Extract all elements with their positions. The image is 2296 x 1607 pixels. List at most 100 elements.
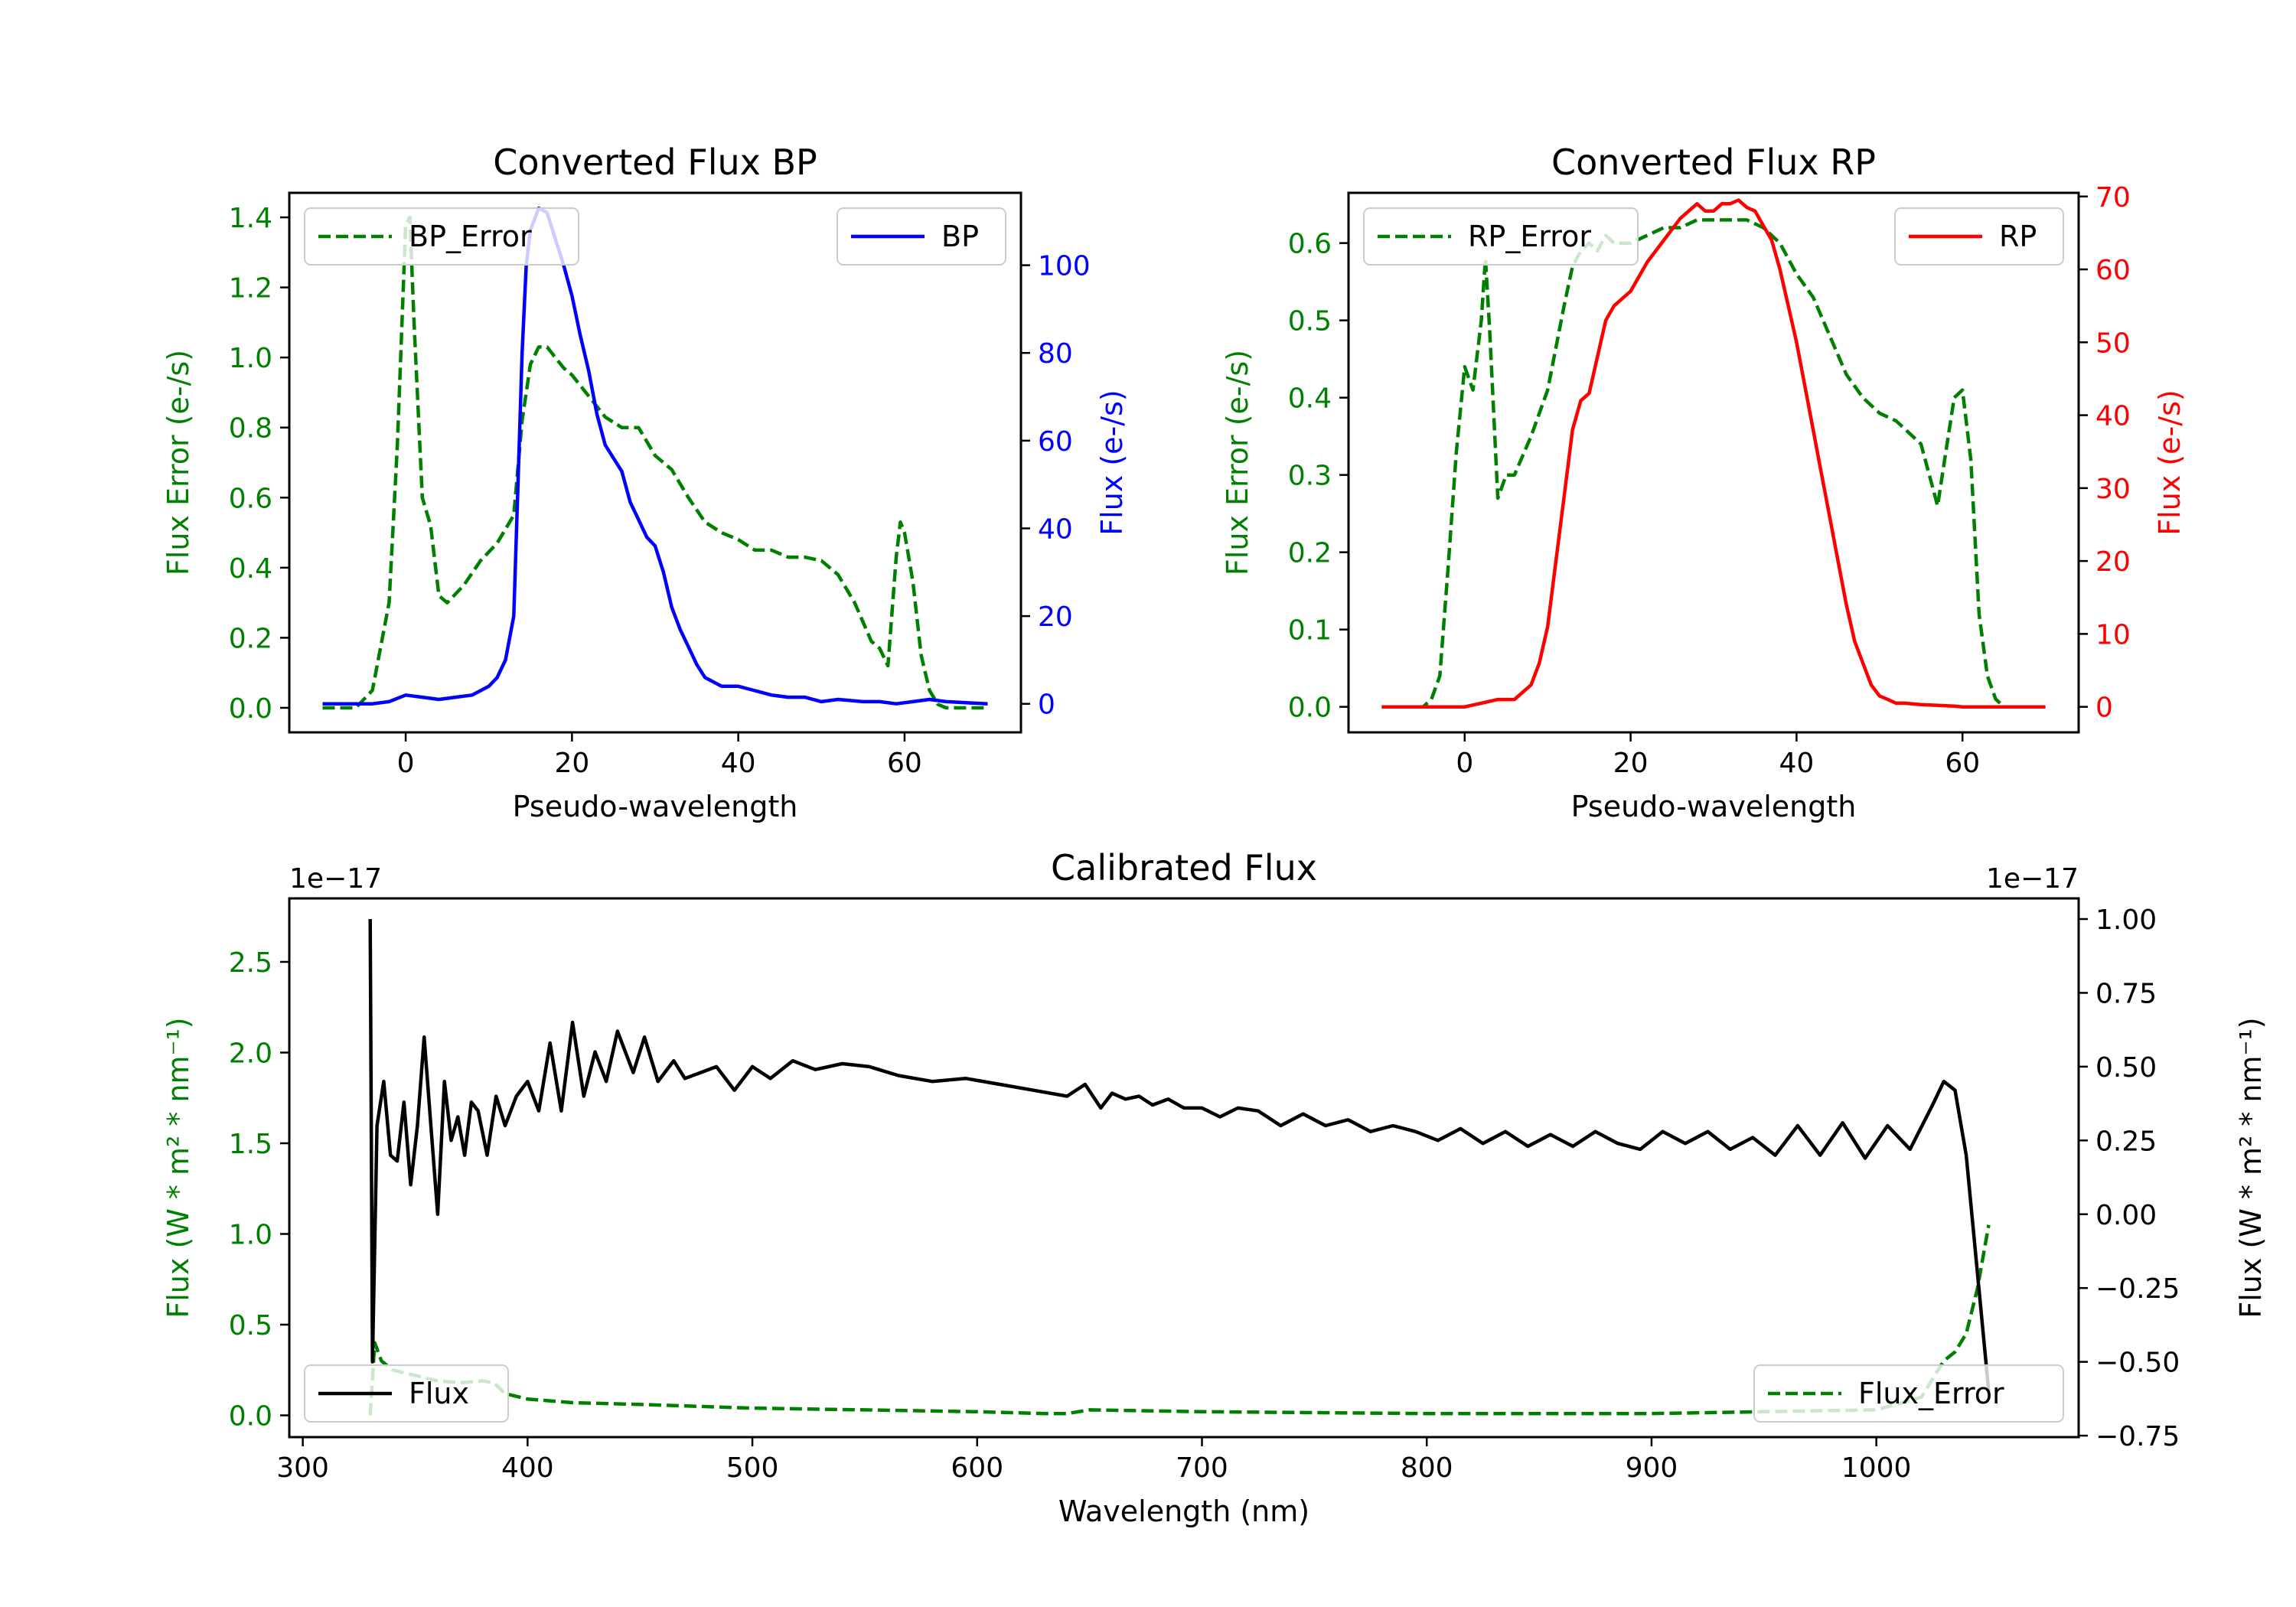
y-left-tick-label: 0.4 bbox=[229, 553, 272, 585]
y-right-tick-label: 70 bbox=[2095, 182, 2131, 214]
y-left-tick-label: 0.4 bbox=[1288, 383, 1332, 415]
legend-label: Flux bbox=[409, 1377, 469, 1410]
y-right-tick-label: 100 bbox=[1038, 251, 1091, 282]
y-right-tick-label: 40 bbox=[1038, 513, 1073, 545]
y-right-tick-label: 0 bbox=[2095, 693, 2113, 724]
y-right-tick-label: 60 bbox=[2095, 255, 2131, 286]
y-right-tick-label: 60 bbox=[1038, 426, 1073, 458]
x-tick-label: 600 bbox=[951, 1452, 1003, 1484]
x-tick-label: 1000 bbox=[1841, 1452, 1912, 1484]
y-right-tick-label: −0.25 bbox=[2095, 1273, 2180, 1305]
y-left-offset-label: 1e−17 bbox=[289, 863, 382, 895]
y-left-tick-label: 0.3 bbox=[1288, 461, 1332, 492]
axes-frame bbox=[288, 191, 1022, 734]
legend-label: RP_Error bbox=[1468, 220, 1591, 253]
x-tick-label: 500 bbox=[726, 1452, 779, 1484]
x-tick-label: 60 bbox=[887, 748, 922, 779]
legend-label: RP bbox=[1999, 220, 2037, 253]
y-left-tick-label: 2.5 bbox=[229, 947, 272, 979]
chart-title: Converted Flux BP bbox=[493, 142, 817, 183]
x-axis-label: Wavelength (nm) bbox=[1058, 1495, 1309, 1528]
y-left-tick-label: 2.0 bbox=[229, 1038, 272, 1069]
x-tick-label: 0 bbox=[1456, 748, 1473, 779]
y-left-tick-label: 0.5 bbox=[229, 1310, 272, 1341]
y-left-tick-label: 0.0 bbox=[1288, 693, 1332, 724]
x-tick-label: 900 bbox=[1626, 1452, 1678, 1484]
legend-bp-error: BP_Error bbox=[304, 207, 579, 266]
y-right-tick-label: 0.00 bbox=[2095, 1200, 2157, 1231]
axes-frame bbox=[288, 897, 2080, 1439]
x-tick-label: 60 bbox=[1945, 748, 1980, 779]
x-axis-label: Pseudo-wavelength bbox=[513, 790, 798, 823]
y-right-tick-label: 0 bbox=[1038, 689, 1055, 721]
legend-rp-error: RP_Error bbox=[1363, 207, 1639, 266]
y-left-tick-label: 1.0 bbox=[229, 343, 272, 374]
axes-frame bbox=[1347, 191, 2080, 734]
series-line-bp-error bbox=[322, 215, 988, 710]
y-left-tick-label: 0.8 bbox=[229, 413, 272, 445]
y-right-tick-label: −0.50 bbox=[2095, 1348, 2180, 1379]
legend-flux: Flux bbox=[304, 1364, 509, 1423]
y-left-tick-label: 0.5 bbox=[1288, 306, 1332, 337]
y-right-tick-label: 50 bbox=[2095, 328, 2131, 359]
x-tick-label: 20 bbox=[1613, 748, 1649, 779]
y-right-tick-label: 0.50 bbox=[2095, 1052, 2157, 1084]
y-right-axis-label: Flux (e-/s) bbox=[2153, 390, 2187, 535]
legend-flux-error: Flux_Error bbox=[1753, 1364, 2064, 1423]
legend-label: BP bbox=[941, 220, 979, 253]
y-left-tick-label: 0.1 bbox=[1288, 615, 1332, 647]
chart-bp: 0 20 40 60 0.0 0.2 0.4 0.6 0.8 1.0 1.2 1.4 0 20 40 60 80… bbox=[161, 142, 1129, 823]
x-tick-label: 400 bbox=[501, 1452, 554, 1484]
y-left-tick-label: 0.2 bbox=[229, 623, 272, 654]
x-axis-label: Pseudo-wavelength bbox=[1571, 790, 1857, 823]
y-right-tick-label: 80 bbox=[1038, 338, 1073, 370]
series-line-bp bbox=[322, 206, 988, 706]
legend-rp: RP bbox=[1894, 207, 2064, 266]
y-left-tick-label: 1.5 bbox=[229, 1129, 272, 1160]
y-right-tick-label: 0.25 bbox=[2095, 1126, 2157, 1157]
y-right-tick-label: 20 bbox=[1038, 601, 1073, 633]
y-left-tick-label: 0.6 bbox=[229, 483, 272, 514]
y-right-tick-label: 10 bbox=[2095, 619, 2131, 650]
y-right-offset-label: 1e−17 bbox=[1986, 863, 2079, 895]
y-right-tick-label: 30 bbox=[2095, 474, 2131, 505]
chart-title: Calibrated Flux bbox=[1051, 847, 1317, 888]
y-left-tick-label: 1.2 bbox=[229, 273, 272, 305]
y-right-tick-label: 1.00 bbox=[2095, 905, 2157, 936]
chart-rp: 0 20 40 60 0.0 0.1 0.2 0.3 0.4 0.5 0.6 0 10 20 30 40 50 6… bbox=[1221, 142, 2187, 823]
x-tick-label: 20 bbox=[554, 748, 589, 779]
y-right-axis-label: Flux (e-/s) bbox=[1095, 390, 1129, 535]
legend-label: BP_Error bbox=[409, 220, 532, 253]
y-left-tick-label: 1.4 bbox=[229, 203, 272, 234]
y-right-axis-label: Flux (W * m² * nm⁻¹) bbox=[2234, 1017, 2268, 1318]
y-right-tick-label: 0.75 bbox=[2095, 978, 2157, 1009]
y-right-tick-label: 20 bbox=[2095, 546, 2131, 578]
panels: 0 20 40 60 0.0 0.2 0.4 0.6 0.8 1.0 1.2 1.4 0 20 40 60 80… bbox=[161, 142, 2268, 1528]
y-right-tick-label: −0.75 bbox=[2095, 1421, 2180, 1452]
y-left-tick-label: 0.2 bbox=[1288, 538, 1332, 569]
series-line-flux bbox=[368, 918, 1991, 1392]
x-tick-label: 700 bbox=[1176, 1452, 1228, 1484]
y-left-axis-label: Flux Error (e-/s) bbox=[1221, 350, 1254, 575]
y-left-tick-label: 1.0 bbox=[229, 1220, 272, 1251]
y-left-tick-label: 0.6 bbox=[1288, 229, 1332, 260]
legend-box bbox=[304, 207, 579, 266]
y-right-tick-label: 40 bbox=[2095, 401, 2131, 432]
legend-label: Flux_Error bbox=[1858, 1377, 2004, 1410]
y-left-tick-label: 0.0 bbox=[229, 1401, 272, 1433]
y-left-axis-label: Flux (W * m² * nm⁻¹) bbox=[161, 1017, 195, 1318]
x-tick-label: 800 bbox=[1401, 1452, 1453, 1484]
y-left-tick-label: 0.0 bbox=[229, 693, 272, 725]
legend-box bbox=[304, 1364, 509, 1423]
x-tick-label: 40 bbox=[721, 748, 756, 779]
x-tick-label: 300 bbox=[276, 1452, 329, 1484]
legend-box bbox=[1753, 1364, 2064, 1423]
chart-title: Converted Flux RP bbox=[1551, 142, 1876, 183]
legend-box bbox=[1363, 207, 1639, 266]
y-left-axis-label: Flux Error (e-/s) bbox=[161, 350, 195, 575]
x-tick-label: 40 bbox=[1779, 748, 1815, 779]
legend-bp: BP bbox=[837, 207, 1006, 266]
chart-calibrated: 300 400 500 600 700 800 900 1000 0.0 0.5 1.0 1.5 2.0… bbox=[161, 847, 2268, 1528]
